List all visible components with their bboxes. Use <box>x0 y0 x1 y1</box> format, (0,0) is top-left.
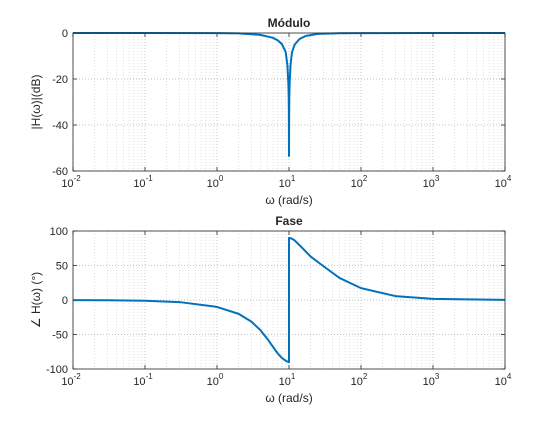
panel-1-x-tick-label: 100 <box>207 174 224 190</box>
panel-2-x-axis-label: ω (rad/s) <box>265 391 312 405</box>
panel-1-x-tick-label: 101 <box>279 174 296 190</box>
panel-1-x-tick-label: 10-1 <box>133 174 153 190</box>
panel-2-x-tick-label: 103 <box>423 372 440 388</box>
panel-1-x-tick-label: 10-2 <box>61 174 81 190</box>
panel-1-x-tick-label: 103 <box>423 174 440 190</box>
panel-2-x-tick-label: 104 <box>495 372 512 388</box>
panel-1-x-tick-label: 104 <box>495 174 512 190</box>
panel-1: 10-2 10-1 100 101 102 103 104 0 -20 -40 -60 Módulo ω… <box>29 16 512 207</box>
panel-2-y-tick-label: -50 <box>52 330 68 342</box>
panel-2-y-axis-label: ∠ H(ω) (°) <box>29 272 43 328</box>
panel-2: 10-2 10-1 100 101 102 103 104 100 50 0 -50 -100 Fase… <box>29 214 512 405</box>
panel-1-y-tick-label: 0 <box>62 28 68 40</box>
panel-1-title: Módulo <box>268 16 311 30</box>
panel-1-y-tick-label: -40 <box>52 120 68 132</box>
panel-1-x-axis-label: ω (rad/s) <box>265 193 312 207</box>
panel-2-y-tick-label: 0 <box>62 295 68 307</box>
panel-2-x-tick-label: 101 <box>279 372 296 388</box>
panel-1-y-tick-label: -60 <box>52 166 68 178</box>
panel-2-x-tick-label: 10-2 <box>61 372 81 388</box>
panel-2-x-tick-label: 100 <box>207 372 224 388</box>
panel-1-y-tick-label: -20 <box>52 74 68 86</box>
panel-1-axes-box <box>72 32 506 172</box>
panel-2-y-tick-label: -100 <box>46 364 68 376</box>
panel-1-y-axis-label: |H(ω)|(dB) <box>29 75 43 130</box>
panel-2-x-tick-label: 10-1 <box>133 372 153 388</box>
panel-2-axes-box <box>72 230 506 370</box>
panel-2-title: Fase <box>275 214 303 228</box>
panel-2-y-tick-label: 100 <box>50 226 68 238</box>
panel-2-x-tick-label: 102 <box>351 372 368 388</box>
panel-2-series-line <box>72 236 506 364</box>
panel-1-x-tick-label: 102 <box>351 174 368 190</box>
panel-2-y-tick-label: 50 <box>56 261 68 273</box>
panel-1-series-line <box>73 32 505 158</box>
